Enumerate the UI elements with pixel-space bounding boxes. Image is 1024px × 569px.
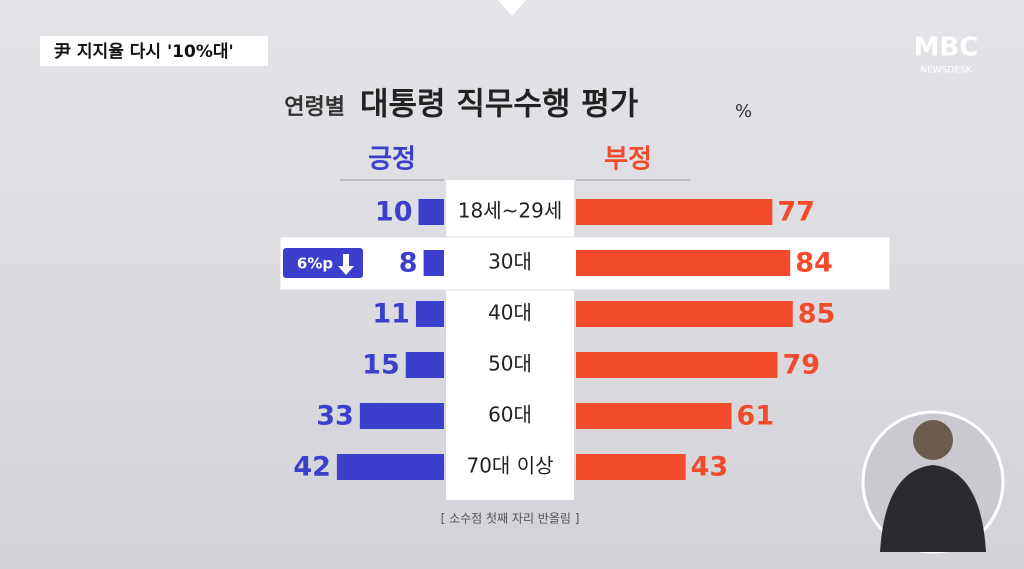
category-label: 30대 [488,250,532,274]
logo-program: NEWSDESK [920,66,972,76]
value-label: 85 [798,299,836,330]
bar [418,199,444,225]
headline-box [40,36,268,66]
category-label: 60대 [488,403,532,427]
value-label: 77 [777,197,815,228]
headline: 尹 지지율 다시 '10%대' [54,42,234,62]
bar [576,403,732,429]
category-label: 18세~29세 [458,199,562,223]
bar [405,352,444,378]
interpreter-body [880,465,986,552]
value-label: 10 [375,197,413,228]
value-label: 61 [737,401,775,432]
value-label: 33 [316,401,354,432]
top-notch [498,0,526,16]
value-label: 43 [691,452,729,483]
category-column [446,180,574,500]
bar [359,403,444,429]
logo-brand: MBC [914,33,979,63]
value-label: 42 [293,452,331,483]
note: [ 소수점 첫째 자리 반올림 ] [441,512,580,526]
bar [576,250,791,276]
bar [576,352,778,378]
down-arrow [338,254,354,275]
value-label: 15 [362,350,400,381]
unit: % [735,101,752,122]
chart-title: 대통령 직무수행 평가 [360,87,639,123]
category-label: 70대 이상 [466,454,553,478]
legend-label: 부정 [604,145,652,175]
bar [336,454,444,480]
title-prefix: 연령별 [284,95,345,120]
interpreter-head [913,420,953,460]
bar [423,250,444,276]
bar [576,454,686,480]
value-label: 84 [795,248,833,279]
value-label: 8 [399,248,418,279]
bar [415,301,444,327]
annotation: 6%p [297,255,333,273]
category-label: 50대 [488,352,532,376]
bar [576,301,793,327]
value-label: 11 [372,299,410,330]
bar [576,199,773,225]
legend-label: 긍정 [368,145,416,175]
category-label: 40대 [488,301,532,325]
value-label: 79 [782,350,820,381]
